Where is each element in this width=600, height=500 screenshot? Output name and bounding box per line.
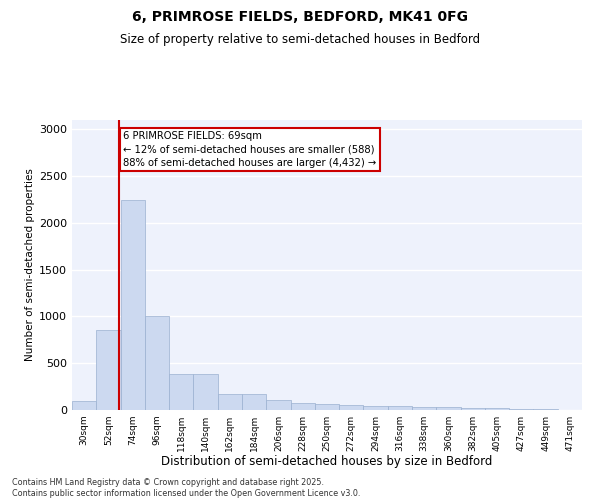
Bar (339, 406, 364, 410)
Bar (218, 394, 242, 410)
Bar (485, 408, 509, 410)
Text: 6, PRIMROSE FIELDS, BEDFORD, MK41 0FG: 6, PRIMROSE FIELDS, BEDFORD, MK41 0FG (132, 10, 468, 24)
Bar (290, 402, 315, 410)
Text: Size of property relative to semi-detached houses in Bedford: Size of property relative to semi-detach… (120, 32, 480, 46)
Bar (242, 394, 266, 410)
X-axis label: Distribution of semi-detached houses by size in Bedford: Distribution of semi-detached houses by … (161, 456, 493, 468)
Bar (96, 330, 121, 410)
Bar (266, 400, 290, 410)
Bar (388, 406, 412, 410)
Bar (169, 374, 193, 410)
Bar (121, 200, 145, 410)
Text: Contains HM Land Registry data © Crown copyright and database right 2025.
Contai: Contains HM Land Registry data © Crown c… (12, 478, 361, 498)
Bar (72, 400, 96, 410)
Bar (145, 316, 169, 410)
Bar (509, 409, 533, 410)
Bar (461, 408, 485, 410)
Bar (315, 404, 339, 410)
Bar (364, 406, 388, 410)
Bar (436, 407, 461, 410)
Bar (412, 406, 436, 410)
Text: 6 PRIMROSE FIELDS: 69sqm
← 12% of semi-detached houses are smaller (588)
88% of : 6 PRIMROSE FIELDS: 69sqm ← 12% of semi-d… (123, 131, 376, 168)
Y-axis label: Number of semi-detached properties: Number of semi-detached properties (25, 168, 35, 362)
Bar (193, 374, 218, 410)
